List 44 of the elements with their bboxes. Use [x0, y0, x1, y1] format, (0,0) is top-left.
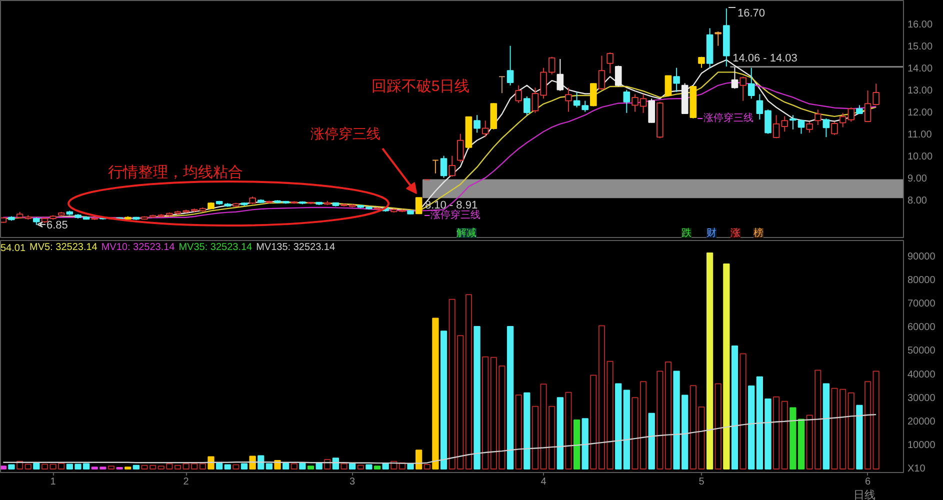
annotation: 涨停穿三线: [704, 112, 754, 124]
annotation: 行情整理，均线粘合: [108, 164, 243, 181]
annotation: MV35: 32523.14: [178, 242, 253, 253]
annotation: 16.70: [738, 8, 766, 20]
annotation: MV5: 32523.14: [30, 242, 98, 253]
y-tick-label: 90000: [908, 251, 936, 262]
band-label: 14.06 - 14.03: [732, 52, 798, 64]
x-tick-label: 3: [350, 476, 356, 488]
y-tick-label: 15.00: [908, 41, 933, 52]
y-tick-label: 70000: [908, 298, 936, 310]
annotation: MV10: 32523.14: [101, 242, 176, 253]
y-tick-label: 12.00: [908, 107, 933, 118]
y-tick-label: 60000: [908, 322, 936, 334]
annotation: 榜: [754, 227, 764, 239]
annotation: 54.01: [0, 243, 26, 254]
y-tick-label: 8.00: [908, 195, 928, 206]
y-tick-label: 14.00: [908, 63, 933, 74]
annotation: 涨: [730, 227, 740, 239]
annotation: 涨停穿三线: [310, 126, 380, 142]
x-tick-label: 1: [50, 476, 56, 488]
y-tick-label: 16.00: [908, 19, 933, 30]
y-tick-label: 20000: [908, 416, 936, 428]
annotation: 跌: [682, 227, 692, 239]
y-tick-label: 13.00: [908, 85, 933, 96]
y-tick-label: 10.00: [908, 151, 933, 162]
x-tick-label: 6: [864, 476, 871, 488]
y-tick-label: 50000: [908, 346, 936, 357]
x-axis-title: 日线: [854, 488, 876, 500]
annotation: 财: [706, 227, 716, 239]
y-tick-label: 30000: [908, 392, 936, 404]
x-tick-label: 4: [540, 476, 547, 488]
annotation: 回踩不破5日线: [371, 78, 470, 95]
y-tick-label: 9.00: [908, 173, 928, 184]
x-tick-label: 5: [698, 476, 705, 488]
y-tick-label: 11.00: [908, 129, 932, 140]
y-tick-label: X10: [908, 463, 926, 474]
y-tick-label: 80000: [908, 275, 936, 286]
y-tick-label: 10000: [908, 440, 936, 451]
annotation: 涨停穿三线: [430, 209, 480, 221]
text: MV135: 32523.14: [256, 242, 336, 253]
x-tick-label: 2: [183, 476, 190, 488]
y-tick-label: 40000: [908, 369, 936, 380]
annotation: 6.85: [46, 220, 68, 232]
annotation: 解减: [456, 227, 476, 239]
